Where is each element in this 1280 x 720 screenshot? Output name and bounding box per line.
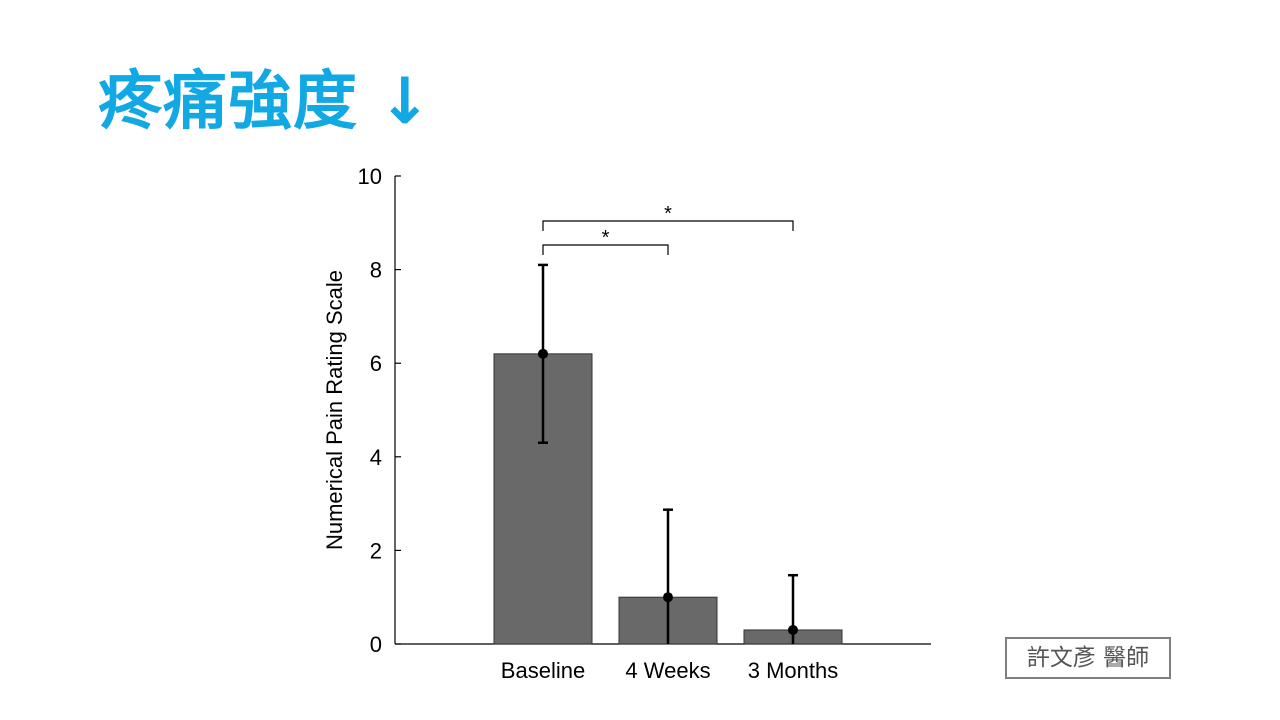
slide-title-text: 疼痛強度: [98, 65, 358, 139]
y-axis-label: Numerical Pain Rating Scale: [322, 270, 347, 550]
significance-brackets: **: [542, 203, 794, 255]
significance-bracket: [542, 244, 669, 255]
significance-star: *: [664, 203, 672, 225]
x-axis: Baseline 4 Weeks 3 Months: [395, 643, 931, 683]
mean-marker: [663, 592, 673, 603]
mean-marker: [788, 624, 798, 635]
y-tick-label: 2: [370, 538, 382, 563]
y-tick-label: 8: [370, 258, 382, 283]
author-stamp: 許文彥 醫師: [1005, 637, 1171, 679]
y-tick-label: 0: [370, 632, 382, 657]
significance-star: *: [602, 227, 610, 249]
y-tick-label: 6: [370, 351, 382, 376]
down-arrow-icon: ↓: [378, 65, 433, 139]
x-tick-label: 4 Weeks: [625, 658, 710, 683]
y-axis: 0 2 4 6 8 10: [358, 164, 401, 657]
y-tick-label: 10: [358, 164, 382, 189]
x-tick-label: Baseline: [501, 658, 585, 683]
error-bars: [538, 263, 798, 644]
x-tick-label: 3 Months: [748, 658, 839, 683]
significance-bracket: [542, 220, 794, 231]
mean-marker: [538, 348, 548, 359]
y-tick-label: 4: [370, 445, 382, 470]
slide-title: 疼痛強度 ↓: [98, 62, 433, 142]
